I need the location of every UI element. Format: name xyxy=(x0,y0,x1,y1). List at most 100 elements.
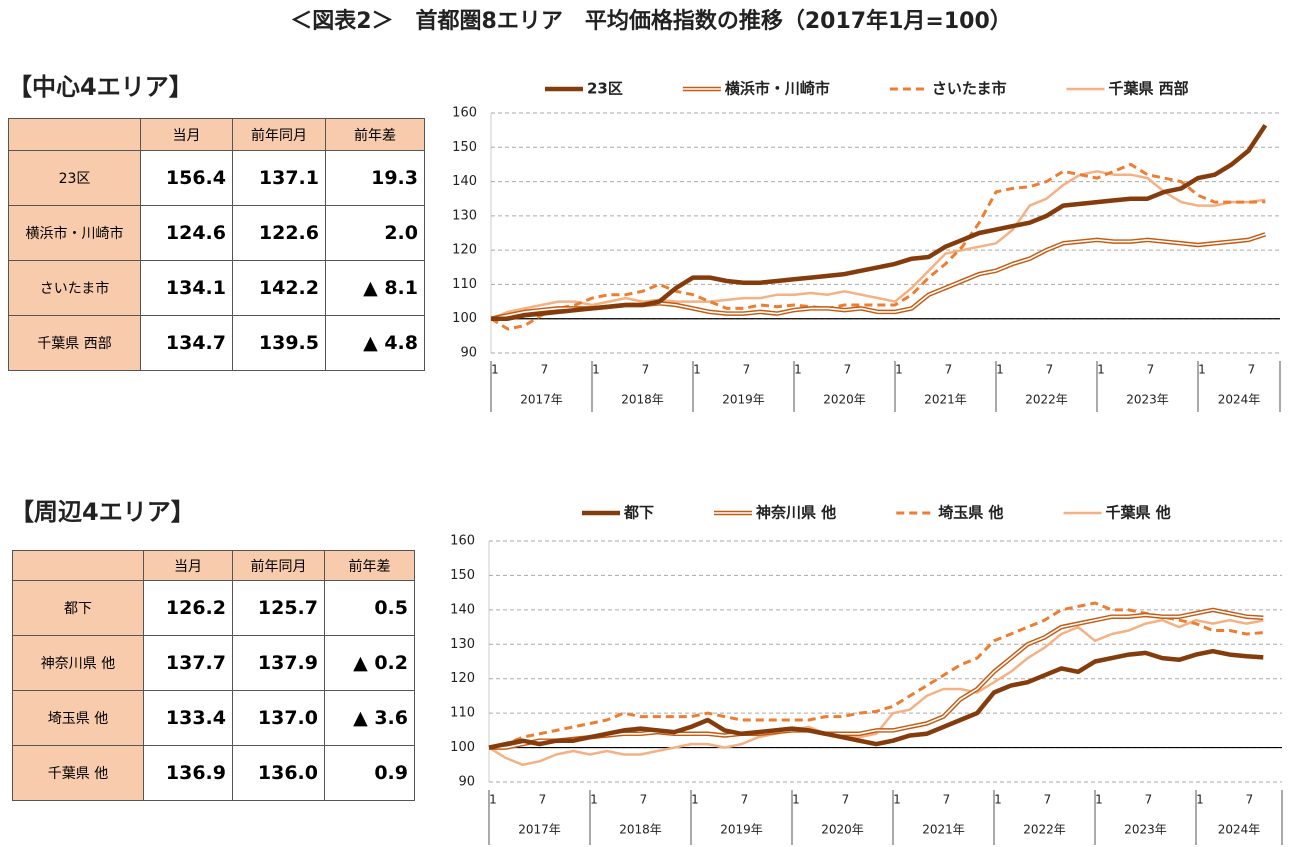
y-tick-label: 140 xyxy=(450,602,475,617)
value-cell: 137.7 xyxy=(143,635,233,691)
y-tick-label: 130 xyxy=(450,637,475,652)
x-group-label: 2020年 xyxy=(823,393,866,407)
x-tick-label: 7 xyxy=(943,793,951,807)
x-tick-label: 7 xyxy=(1246,793,1254,807)
page-title: ＜図表2＞ 首都圏8エリア 平均価格指数の推移（2017年1月=100） xyxy=(290,8,1012,34)
x-tick-label: 7 xyxy=(1147,363,1155,377)
y-tick-label: 100 xyxy=(450,740,475,755)
legend-label: 埼玉県 他 xyxy=(938,504,1003,522)
x-tick-label: 1 xyxy=(489,793,497,807)
x-tick-label: 7 xyxy=(640,793,648,807)
data-table: 当月 前年同月 前年差 23区 156.4 137.1 19.3 横浜市・川崎市 124.6 12… xyxy=(8,118,425,371)
legend-label: 横浜市・川崎市 xyxy=(725,80,830,98)
series-line-inner xyxy=(489,609,1264,749)
legend-label: 23区 xyxy=(587,80,623,98)
x-tick-label: 1 xyxy=(1097,363,1105,377)
header-cell: 前年差 xyxy=(324,550,415,581)
x-group-label: 2020年 xyxy=(821,823,864,837)
value-cell: ▲ 4.8 xyxy=(325,315,425,371)
series-line xyxy=(490,170,1266,320)
y-tick-label: 160 xyxy=(452,106,477,121)
x-tick-label: 1 xyxy=(792,793,800,807)
value-cell: 137.1 xyxy=(232,150,326,206)
x-group-label: 2021年 xyxy=(922,823,965,837)
y-tick-label: 120 xyxy=(452,243,477,258)
header-row: 当月 前年同月 前年差 xyxy=(8,118,425,151)
row-label: 神奈川県 他 xyxy=(12,635,144,691)
y-tick-label: 110 xyxy=(450,706,475,721)
value-cell: 19.3 xyxy=(325,150,425,206)
row-label: さいたま市 xyxy=(8,260,141,316)
value-cell: 137.0 xyxy=(232,690,325,746)
row-label: 埼玉県 他 xyxy=(12,690,144,746)
row-label: 23区 xyxy=(8,150,141,206)
x-tick-label: 1 xyxy=(895,363,903,377)
x-tick-label: 7 xyxy=(1046,363,1054,377)
table-row: 23区 156.4 137.1 19.3 xyxy=(8,150,425,206)
legend-label: 神奈川県 他 xyxy=(756,504,836,522)
value-cell: 0.9 xyxy=(324,745,415,801)
y-tick-label: 160 xyxy=(450,534,475,549)
value-cell: 126.2 xyxy=(143,580,233,636)
x-tick-label: 1 xyxy=(1196,793,1204,807)
x-group-label: 2021年 xyxy=(924,393,967,407)
section-heading: 【中心4エリア】 xyxy=(8,73,193,101)
header-cell xyxy=(8,118,141,151)
x-tick-label: 7 xyxy=(743,363,751,377)
series-line xyxy=(488,601,1264,750)
x-group-label: 2023年 xyxy=(1124,823,1167,837)
x-tick-label: 1 xyxy=(996,363,1004,377)
x-group-label: 2019年 xyxy=(720,823,763,837)
value-cell: 0.5 xyxy=(324,580,415,636)
value-cell: 124.6 xyxy=(140,205,233,261)
value-cell: 136.9 xyxy=(143,745,233,801)
y-tick-label: 100 xyxy=(452,311,477,326)
legend-label: 千葉県 西部 xyxy=(1108,80,1188,98)
x-tick-label: 1 xyxy=(794,363,802,377)
header-cell: 前年差 xyxy=(325,118,425,151)
header-cell: 前年同月 xyxy=(232,550,325,581)
value-cell: ▲ 0.2 xyxy=(324,635,415,691)
legend-label: 千葉県 他 xyxy=(1105,504,1170,522)
data-table: 当月 前年同月 前年差 都下 126.2 125.7 0.5 神奈川県 他 137.7 137.9… xyxy=(12,550,415,801)
header-cell: 前年同月 xyxy=(232,118,326,151)
x-tick-label: 7 xyxy=(945,363,953,377)
x-tick-label: 7 xyxy=(1044,793,1052,807)
table-row: 都下 126.2 125.7 0.5 xyxy=(12,580,415,636)
y-tick-label: 90 xyxy=(460,346,477,361)
x-tick-label: 1 xyxy=(590,793,598,807)
row-label: 千葉県 他 xyxy=(12,745,144,801)
value-cell: 156.4 xyxy=(140,150,233,206)
x-group-label: 2017年 xyxy=(520,393,563,407)
y-tick-label: 150 xyxy=(452,140,477,155)
x-group-label: 2024年 xyxy=(1218,393,1261,407)
x-tick-label: 7 xyxy=(1145,793,1153,807)
x-tick-label: 7 xyxy=(741,793,749,807)
y-tick-label: 150 xyxy=(450,568,475,583)
value-cell: ▲ 3.6 xyxy=(324,690,415,746)
table-row: 埼玉県 他 133.4 137.0 ▲ 3.6 xyxy=(12,690,415,746)
header-cell: 当月 xyxy=(140,118,233,151)
value-cell: 134.7 xyxy=(140,315,233,371)
table-row: 千葉県 他 136.9 136.0 0.9 xyxy=(12,745,415,801)
y-tick-label: 120 xyxy=(450,671,475,686)
header-row: 当月 前年同月 前年差 xyxy=(12,550,415,581)
header-cell xyxy=(12,550,144,581)
x-group-label: 2017年 xyxy=(518,823,561,837)
x-tick-label: 7 xyxy=(539,793,547,807)
value-cell: 2.0 xyxy=(325,205,425,261)
value-cell: 142.2 xyxy=(232,260,326,316)
x-tick-label: 1 xyxy=(1095,793,1103,807)
x-tick-label: 1 xyxy=(1198,363,1206,377)
legend-label: 都下 xyxy=(623,504,654,522)
value-cell: 137.9 xyxy=(232,635,325,691)
value-cell: ▲ 8.1 xyxy=(325,260,425,316)
series-line xyxy=(488,648,1264,750)
row-label: 横浜市・川崎市 xyxy=(8,205,141,261)
value-cell: 125.7 xyxy=(232,580,325,636)
x-tick-label: 1 xyxy=(592,363,600,377)
table-row: 千葉県 西部 134.7 139.5 ▲ 4.8 xyxy=(8,315,425,371)
x-group-label: 2023年 xyxy=(1126,393,1169,407)
